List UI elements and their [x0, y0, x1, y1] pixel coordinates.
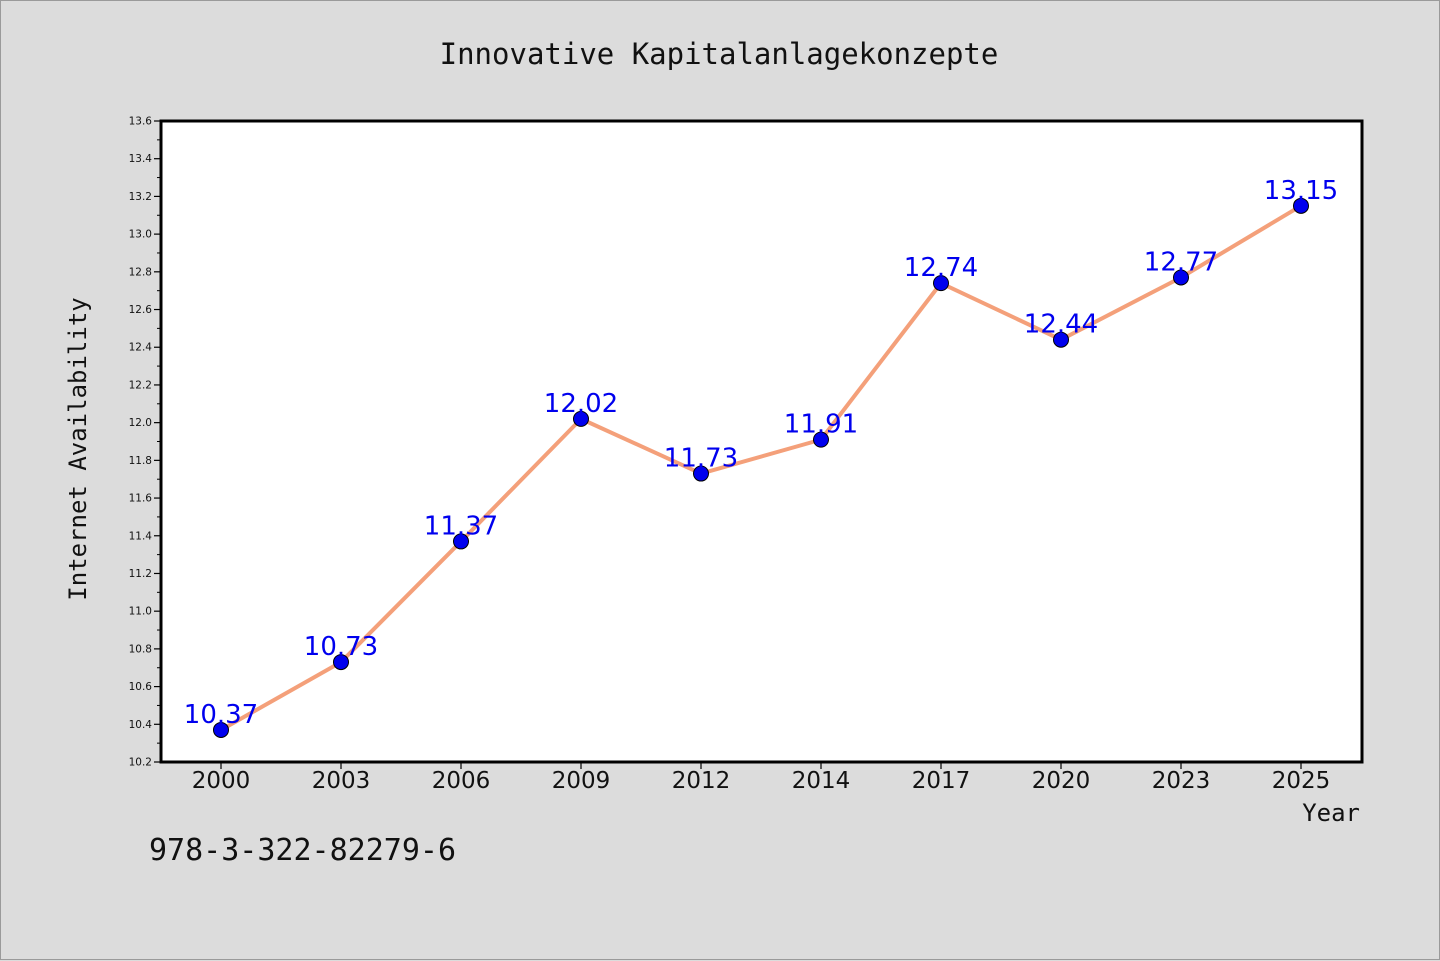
- isbn-text: 978-3-322-82279-6: [149, 833, 457, 868]
- y-tick-label: 10.2: [129, 757, 152, 769]
- y-tick-label: 13.4: [129, 153, 153, 165]
- data-point: [933, 275, 949, 292]
- data-label: 11.91: [784, 410, 858, 440]
- y-tick-label: 13.6: [129, 116, 153, 128]
- data-label: 13.15: [1264, 176, 1338, 206]
- data-point: [693, 465, 709, 482]
- y-tick-label: 11.0: [129, 606, 152, 618]
- y-tick-label: 12.4: [129, 342, 153, 354]
- y-tick-label: 11.6: [129, 493, 153, 505]
- y-tick-label: 10.4: [129, 719, 153, 731]
- y-tick-label: 10.6: [129, 681, 153, 693]
- data-point: [813, 431, 829, 448]
- data-label: 11.37: [424, 511, 498, 541]
- y-tick-label: 10.8: [129, 643, 152, 655]
- data-point: [573, 410, 589, 427]
- x-tick-label: 2012: [672, 768, 731, 794]
- chart-title: Innovative Kapitalanlagekonzepte: [440, 37, 999, 71]
- x-tick-label: 2014: [792, 768, 851, 794]
- x-axis-label: Year: [1302, 799, 1360, 827]
- x-tick-label: 2009: [552, 768, 611, 794]
- data-label: 10.73: [304, 632, 378, 662]
- y-tick-label: 12.6: [129, 304, 153, 316]
- data-label: 12.74: [904, 253, 978, 283]
- data-label: 12.02: [544, 389, 618, 419]
- x-axis: 2000 2003 2006 2009 2012 2014 2017 2020 2023 2025: [192, 762, 1331, 794]
- x-tick-label: 2025: [1272, 768, 1331, 794]
- data-point: [1293, 197, 1309, 214]
- data-point: [213, 721, 229, 738]
- x-tick-label: 2023: [1152, 768, 1211, 794]
- plot-area: [159, 119, 1364, 764]
- x-tick-label: 2006: [432, 768, 491, 794]
- y-tick-label: 12.0: [129, 417, 152, 429]
- y-tick-label: 12.2: [129, 379, 152, 391]
- data-point: [1053, 331, 1069, 348]
- y-tick-label: 12.8: [129, 266, 152, 278]
- data-label: 12.44: [1024, 310, 1098, 340]
- x-tick-label: 2003: [312, 768, 371, 794]
- data-point: [453, 533, 469, 550]
- y-tick-label: 11.8: [129, 455, 152, 467]
- data-point: [333, 654, 349, 671]
- x-tick-label: 2020: [1032, 768, 1091, 794]
- series: 10.37 10.73 11.37 12.02 11.73 11.91 12.74 12.44…: [184, 176, 1338, 738]
- y-tick-label: 11.2: [129, 568, 152, 580]
- x-tick-label: 2017: [912, 768, 971, 794]
- data-label: 11.73: [664, 444, 738, 474]
- x-tick-label: 2000: [192, 768, 251, 794]
- y-axis-label: Internet Availability: [64, 297, 92, 600]
- y-tick-label: 13.2: [129, 191, 152, 203]
- series-line: [220, 204, 1303, 732]
- y-axis: 10.2 10.4 10.6 10.8 11.0 11.2 11.4 11.6 11.8 12.0…: [129, 116, 161, 769]
- data-label: 10.37: [184, 700, 258, 730]
- y-tick-label: 11.4: [129, 530, 153, 542]
- y-tick-label: 13.0: [129, 229, 152, 241]
- data-label: 12.77: [1144, 247, 1218, 277]
- data-point: [1173, 269, 1189, 286]
